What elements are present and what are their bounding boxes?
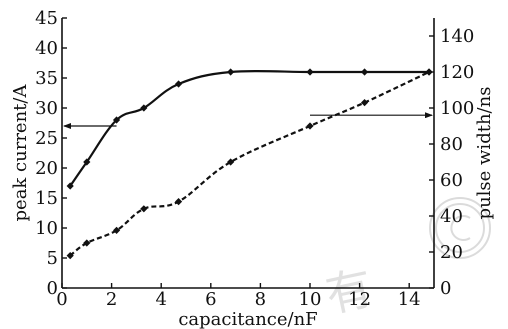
- peak-current-series-point: [306, 68, 314, 76]
- peak-current-series-point: [227, 68, 235, 76]
- pulse-width-series-point: [425, 68, 433, 76]
- pulse-width-series-point: [227, 158, 235, 166]
- annotations: [63, 112, 433, 129]
- pulse-width-series-point: [66, 252, 74, 260]
- left-y-tick-label: 10: [35, 218, 58, 239]
- right-y-tick-label: 100: [440, 98, 474, 119]
- x-tick-label: 10: [299, 289, 322, 310]
- axes: 0 2 4 6 8 10 12 1405101520253035404502040608010…: [10, 8, 495, 329]
- pulse-width-series-line: [69, 71, 430, 257]
- right-y-tick-label: 140: [440, 26, 474, 47]
- peak-current-series-point: [140, 104, 148, 112]
- pulse-width-series-point: [140, 205, 148, 213]
- watermark: 有: [321, 197, 491, 323]
- peak-current-series-point: [174, 80, 183, 88]
- x-axis-title: capacitance/nF: [178, 309, 317, 329]
- right-y-tick-label: 120: [440, 62, 474, 83]
- copyright-watermark-c: [450, 215, 471, 241]
- pulse-width-series-point: [174, 198, 183, 206]
- peak-current-series-point: [112, 116, 121, 124]
- x-tick-label: 6: [205, 289, 216, 310]
- left-y-tick-label: 40: [35, 38, 58, 59]
- right-y-tick-label: 20: [440, 242, 463, 263]
- right-y-tick-label: 80: [440, 134, 463, 155]
- pulse-width-series-point: [360, 99, 369, 107]
- left-y-axis-title: peak current/A: [10, 84, 31, 222]
- series: [66, 68, 433, 260]
- peak-current-series-point: [66, 182, 74, 190]
- right-y-tick-label: 40: [440, 206, 463, 227]
- right-y-tick-label: 60: [440, 170, 463, 191]
- right-y-tick-label: 0: [440, 278, 451, 299]
- left-y-tick-label: 20: [35, 158, 58, 179]
- x-tick-label: 0: [56, 289, 67, 310]
- x-tick-label: 12: [348, 289, 371, 310]
- peak-current-series-point: [360, 68, 369, 76]
- left-y-tick-label: 15: [35, 188, 58, 209]
- peak-current-series-line: [69, 69, 430, 187]
- left-y-tick-label: 25: [35, 128, 58, 149]
- copyright-watermark-inner-circle: [435, 203, 485, 253]
- pulse-width-series-point: [112, 226, 121, 234]
- left-y-tick-label: 0: [47, 278, 58, 299]
- watermark-text: 有: [321, 260, 377, 322]
- x-tick-label: 14: [398, 289, 421, 310]
- pulse-width-series-point: [83, 239, 91, 247]
- pulse-width-series-point: [306, 122, 314, 130]
- right-y-axis-title: pulse width/ns: [474, 87, 495, 220]
- x-tick-label: 8: [255, 289, 266, 310]
- left-y-tick-label: 5: [47, 248, 58, 269]
- left-y-tick-label: 35: [35, 68, 58, 89]
- left-y-tick-label: 30: [35, 98, 58, 119]
- left-y-tick-label: 45: [35, 8, 58, 29]
- copyright-watermark-circle: [429, 197, 491, 259]
- x-tick-label: 2: [106, 289, 117, 310]
- peak-current-series-point: [83, 158, 91, 166]
- x-tick-label: 4: [155, 289, 166, 310]
